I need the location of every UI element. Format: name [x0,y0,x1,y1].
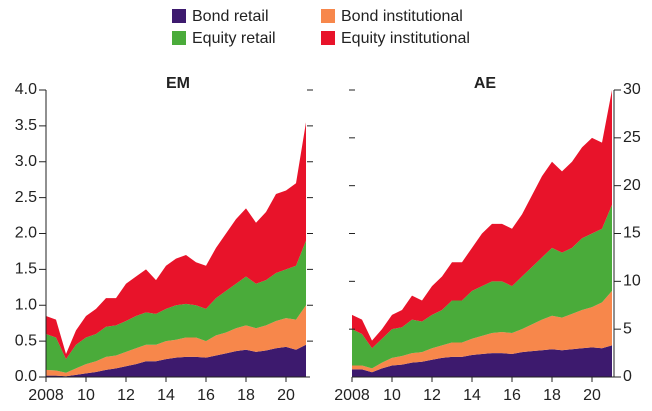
y-tick-label: 10 [623,273,641,290]
panel-title: AE [474,75,497,92]
legend-label: Equity retail [192,30,276,47]
legend-swatch [321,31,335,45]
y-tick-label: 5 [623,320,632,337]
y-tick-label: 1.5 [15,261,37,278]
y-tick-label: 20 [623,177,641,194]
panel-title: EM [166,75,190,92]
legend-swatch [172,31,186,45]
legend-label: Bond institutional [341,8,463,25]
area [352,290,612,373]
x-tick-label: 18 [237,387,255,404]
area [352,90,612,349]
x-tick-label: 18 [543,387,561,404]
x-tick-label: 12 [117,387,135,404]
legend-swatch [172,9,186,23]
y-tick-label: 0.5 [15,332,37,349]
x-tick-label: 16 [503,387,521,404]
area [46,122,306,360]
y-tick-label: 0 [623,368,632,385]
x-tick-label: 10 [383,387,401,404]
y-tick-label: 25 [623,129,641,146]
legend-swatch [321,9,335,23]
x-tick-label: 12 [423,387,441,404]
y-tick-label: 0.0 [15,368,37,385]
x-tick-label: 10 [77,387,95,404]
y-tick-label: 15 [623,225,641,242]
x-tick-label: 14 [463,387,481,404]
legend-label: Equity institutional [341,30,470,47]
legend-label: Bond retail [192,8,269,25]
y-tick-label: 30 [623,81,641,98]
x-tick-label: 14 [157,387,175,404]
y-tick-label: 2.0 [15,225,37,242]
area [46,240,306,373]
area [352,204,612,369]
area [352,345,612,377]
y-tick-label: 3.5 [15,117,37,134]
x-tick-label: 20 [277,387,295,404]
y-tick-label: 1.0 [15,296,37,313]
x-tick-label: 2008 [334,387,370,404]
y-tick-label: 2.5 [15,189,37,206]
x-tick-label: 16 [197,387,215,404]
area [46,344,306,377]
x-tick-label: 20 [583,387,601,404]
x-tick-label: 2008 [28,387,64,404]
y-tick-label: 4.0 [15,81,37,98]
area [46,305,306,377]
y-tick-label: 3.0 [15,153,37,170]
